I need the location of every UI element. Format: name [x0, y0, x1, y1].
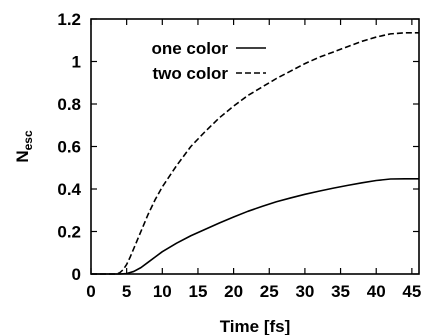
x-tick-label: 20: [224, 282, 243, 301]
y-tick-label: 0.6: [57, 138, 81, 157]
x-axis-label: Time [fs]: [220, 317, 291, 335]
y-axis-label: Nesc: [13, 130, 35, 163]
plot-frame: [90, 18, 420, 275]
y-axis-label-main: N: [13, 150, 32, 162]
tick-labels-layer: 0 5 10 15 20 25 30 35 40 45 0 0.2 0.4 0.6 0.8 1 1.2: [57, 10, 421, 301]
legend: one color two color: [151, 39, 266, 83]
x-tick-label: 5: [122, 282, 131, 301]
series-layer: [91, 32, 419, 275]
y-tick-label: 1.2: [57, 10, 81, 29]
x-tick-label: 25: [260, 282, 279, 301]
y-tick-label: 0.4: [57, 180, 81, 199]
x-tick-label: 35: [331, 282, 350, 301]
x-tick-label: 45: [402, 282, 421, 301]
x-tick-label: 30: [295, 282, 314, 301]
legend-label-two-color: two color: [152, 64, 228, 83]
series-line-two-color: [91, 32, 419, 275]
y-tick-label: 0: [72, 265, 81, 284]
y-tick-label: 1: [72, 53, 81, 72]
y-tick-label: 0.8: [57, 95, 81, 114]
x-tick-label: 15: [188, 282, 207, 301]
x-tick-label: 40: [367, 282, 386, 301]
series-line-one-color: [91, 178, 419, 275]
x-tick-label: 10: [153, 282, 172, 301]
y-axis-label-subscript: esc: [21, 130, 35, 150]
x-tick-label: 0: [86, 282, 95, 301]
legend-label-one-color: one color: [151, 39, 228, 58]
y-tick-label: 0.2: [57, 223, 81, 242]
